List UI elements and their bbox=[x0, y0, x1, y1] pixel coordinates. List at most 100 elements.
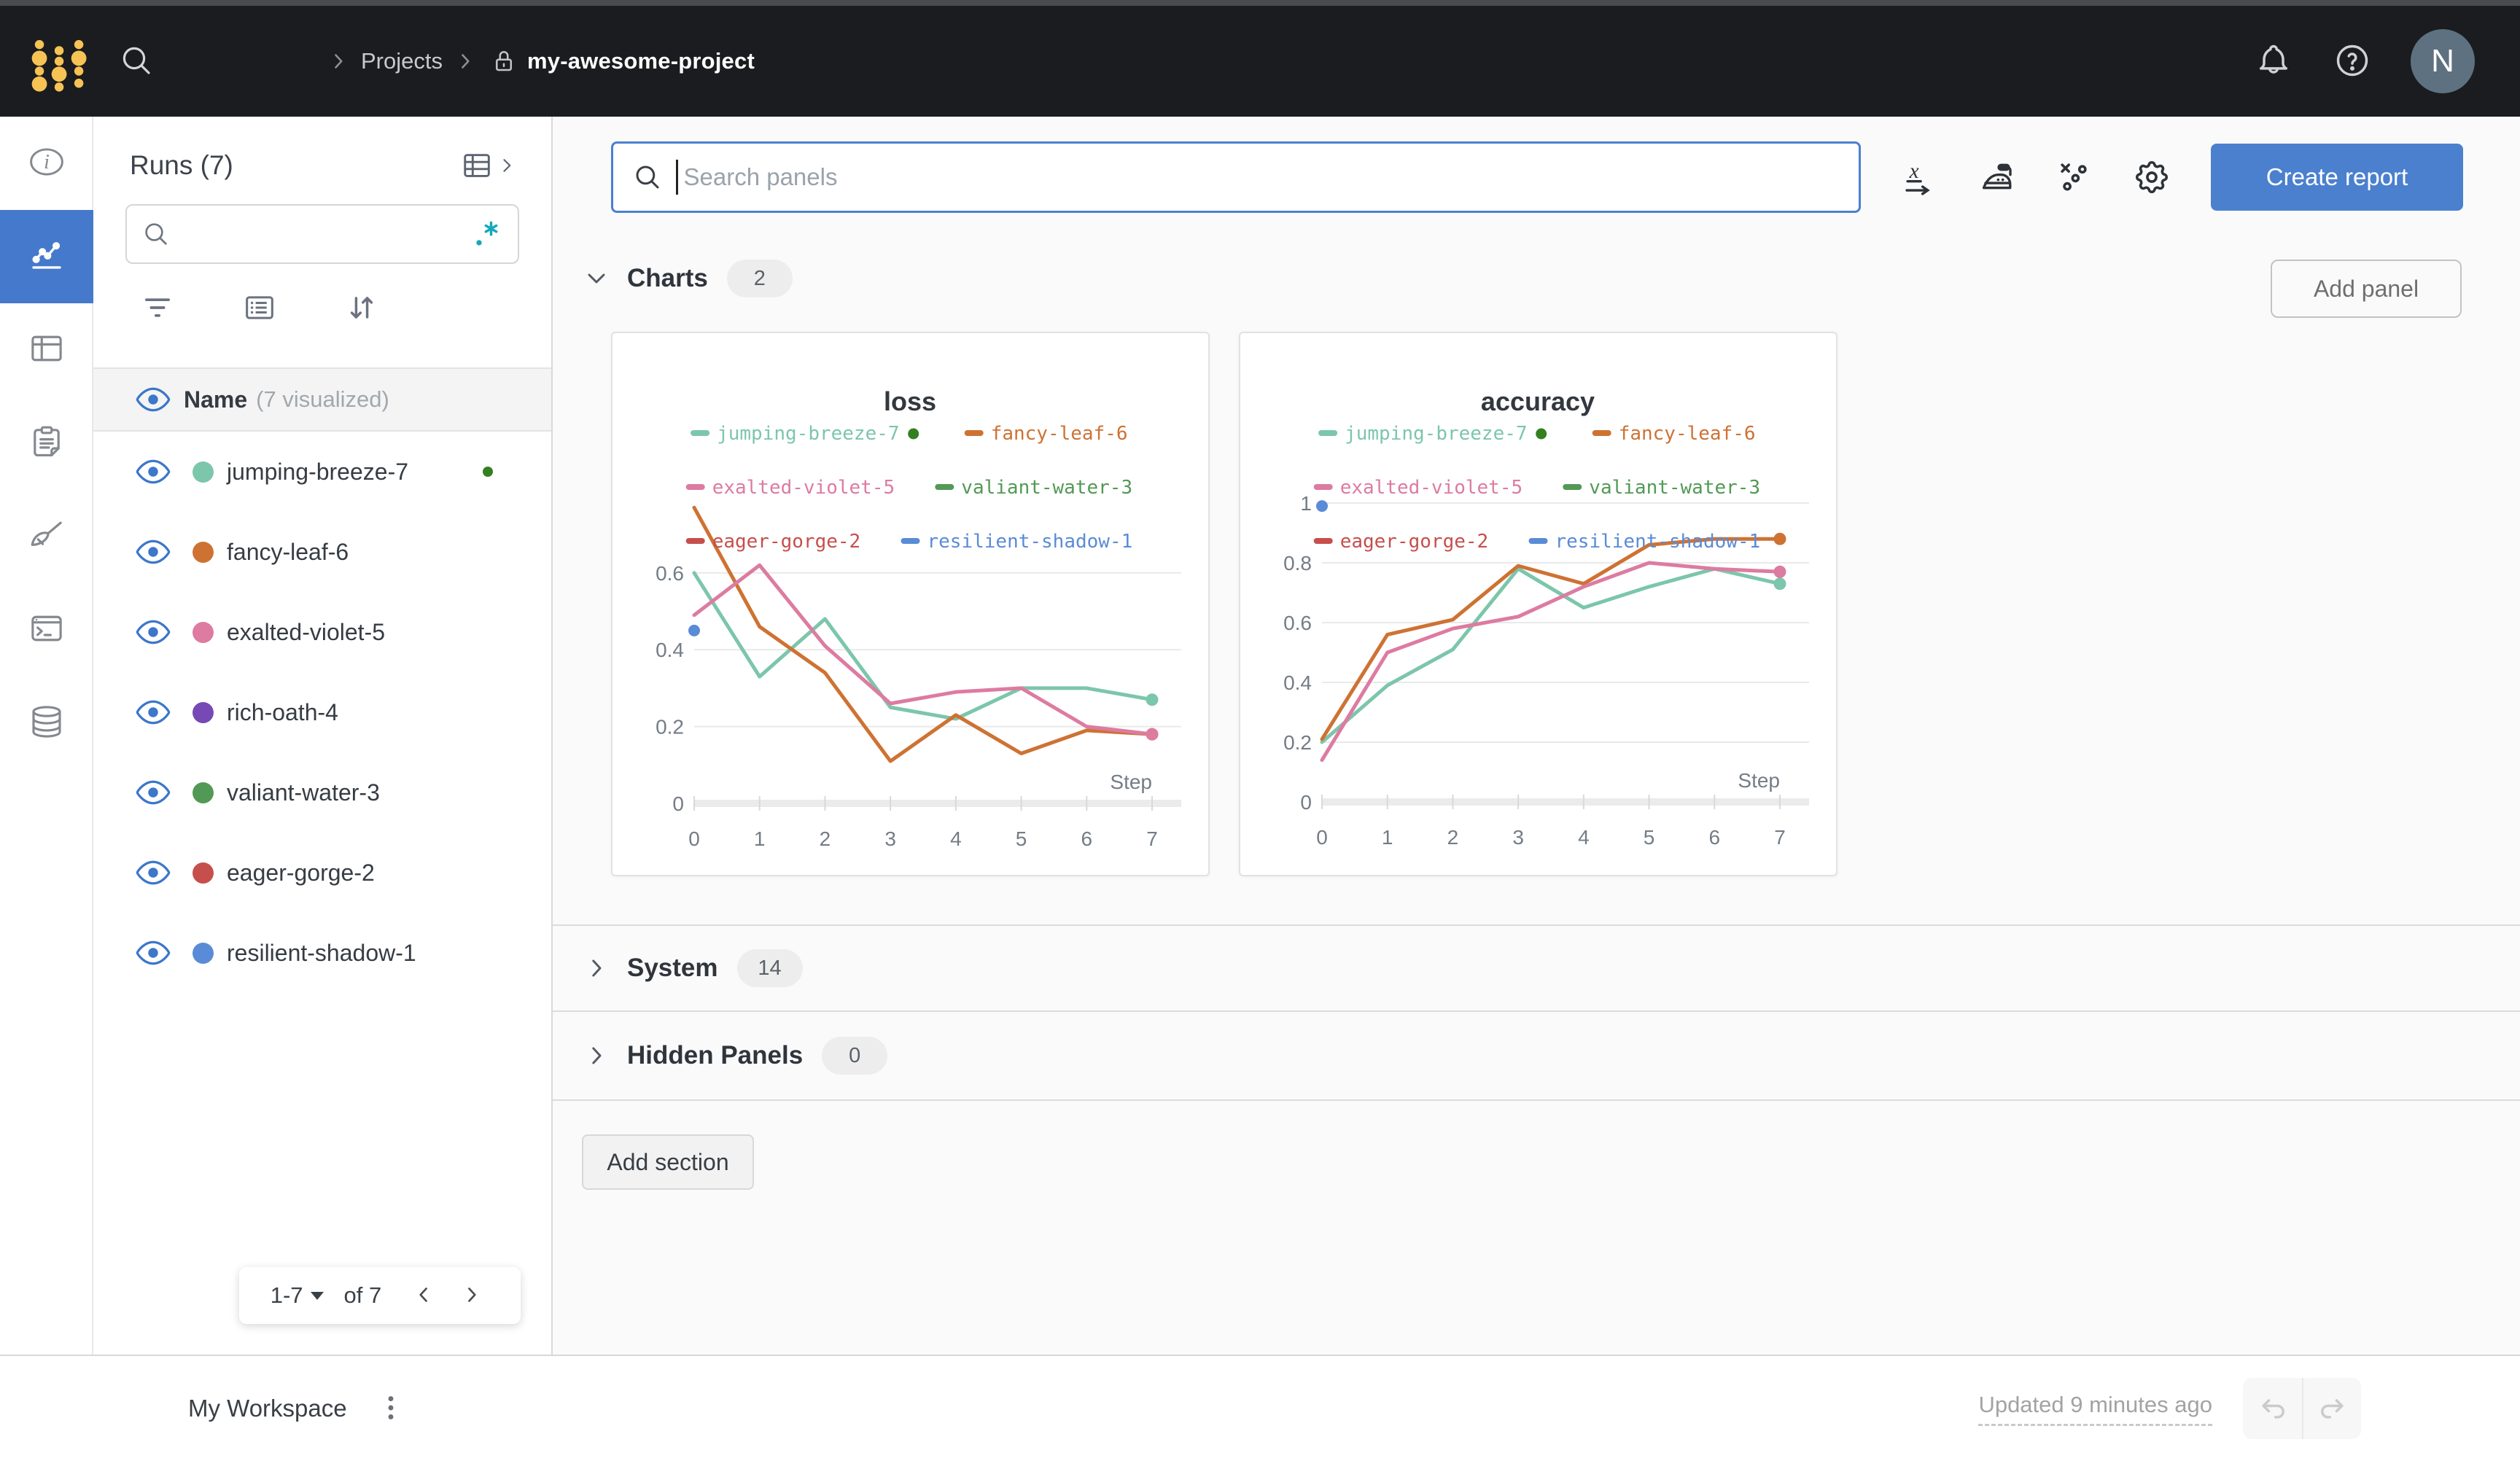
run-name[interactable]: fancy-leaf-6 bbox=[227, 538, 349, 565]
svg-text:6: 6 bbox=[1708, 826, 1720, 849]
run-row[interactable]: jumping-breeze-7 bbox=[93, 432, 551, 512]
visibility-eye-icon[interactable] bbox=[134, 453, 172, 491]
add-section-button[interactable]: Add section bbox=[582, 1134, 754, 1190]
wandb-logo[interactable] bbox=[18, 21, 98, 101]
svg-text:0.6: 0.6 bbox=[1283, 612, 1312, 634]
breadcrumb: Projects my-awesome-project bbox=[326, 48, 755, 74]
legend-item[interactable]: jumping-breeze-7 bbox=[1318, 423, 1547, 445]
section-header-charts[interactable]: Charts 2 bbox=[582, 260, 793, 297]
settings-gear-icon[interactable] bbox=[2132, 157, 2171, 197]
page-size-dropdown[interactable]: 1-7 bbox=[271, 1282, 324, 1309]
legend-item[interactable]: exalted-violet-5 bbox=[1313, 477, 1522, 499]
legend-item[interactable]: fancy-leaf-6 bbox=[1592, 423, 1756, 445]
lock-icon bbox=[491, 48, 517, 74]
runs-table-icon bbox=[27, 329, 66, 372]
workspace-menu-kebab-icon[interactable] bbox=[372, 1390, 410, 1427]
x-axis-icon[interactable]: x bbox=[1900, 157, 1940, 197]
sort-icon[interactable] bbox=[343, 289, 381, 327]
legend-item[interactable]: exalted-violet-5 bbox=[685, 477, 895, 499]
svg-text:exalted-violet-5: exalted-violet-5 bbox=[1340, 477, 1522, 499]
svg-text:2: 2 bbox=[1447, 826, 1459, 849]
run-name[interactable]: eager-gorge-2 bbox=[227, 859, 375, 886]
outliers-icon[interactable] bbox=[2055, 157, 2094, 197]
run-row[interactable]: rich-oath-4 bbox=[93, 672, 551, 752]
svg-text:0.4: 0.4 bbox=[656, 639, 684, 661]
section-header-hidden-panels[interactable]: Hidden Panels 0 bbox=[582, 1037, 888, 1075]
svg-text:eager-gorge-2: eager-gorge-2 bbox=[712, 531, 860, 553]
svg-text:valiant-water-3: valiant-water-3 bbox=[961, 477, 1132, 499]
svg-text:resilient-shadow-1: resilient-shadow-1 bbox=[928, 531, 1133, 553]
notifications-bell-icon[interactable] bbox=[2253, 41, 2294, 82]
legend-item[interactable]: resilient-shadow-1 bbox=[1528, 531, 1761, 553]
panel-loss[interactable]: 0 0.2 0.4 0.6 0 1 2 3 4 5 6 7 Step loss jumping-breeze… bbox=[611, 332, 1210, 876]
visibility-eye-icon[interactable] bbox=[134, 693, 172, 731]
run-color-dot bbox=[192, 461, 214, 483]
user-avatar[interactable]: N bbox=[2411, 29, 2475, 93]
group-list-icon[interactable] bbox=[241, 289, 279, 327]
visibility-eye-icon[interactable] bbox=[134, 934, 172, 972]
rail-item-logs[interactable] bbox=[0, 583, 93, 677]
rail-item-overview[interactable]: i bbox=[0, 117, 93, 210]
redo-button[interactable] bbox=[2302, 1378, 2361, 1439]
run-name[interactable]: jumping-breeze-7 bbox=[227, 458, 409, 485]
visibility-eye-icon[interactable] bbox=[134, 381, 172, 418]
run-row[interactable]: eager-gorge-2 bbox=[93, 833, 551, 913]
visibility-eye-icon[interactable] bbox=[134, 854, 172, 892]
create-report-button[interactable]: Create report bbox=[2211, 144, 2463, 211]
run-row[interactable]: exalted-violet-5 bbox=[93, 592, 551, 672]
undo-button[interactable] bbox=[2243, 1378, 2302, 1439]
run-color-dot bbox=[192, 782, 214, 803]
run-name[interactable]: rich-oath-4 bbox=[227, 698, 338, 725]
rail-item-runs-table[interactable] bbox=[0, 303, 93, 397]
svg-text:0: 0 bbox=[1316, 826, 1328, 849]
run-name[interactable]: exalted-violet-5 bbox=[227, 618, 385, 645]
page-total-label: of 7 bbox=[343, 1282, 382, 1308]
svg-text:fancy-leaf-6: fancy-leaf-6 bbox=[991, 423, 1128, 445]
legend-item[interactable]: valiant-water-3 bbox=[935, 477, 1132, 499]
rail-item-sweeps[interactable] bbox=[0, 490, 93, 583]
legend-item[interactable]: eager-gorge-2 bbox=[685, 531, 860, 553]
panel-accuracy[interactable]: 0 0.2 0.4 0.6 0.8 1 0 1 2 3 4 5 6 7 Step accuracy jumpin… bbox=[1239, 332, 1838, 876]
accuracy-chart-svg: 0 0.2 0.4 0.6 0.8 1 0 1 2 3 4 5 6 7 Step accuracy jumpin… bbox=[1283, 386, 1809, 849]
run-row[interactable]: fancy-leaf-6 bbox=[93, 512, 551, 592]
panel-search-input[interactable] bbox=[682, 163, 1840, 192]
workspace-settings-icons: x bbox=[1900, 157, 2171, 197]
visibility-eye-icon[interactable] bbox=[134, 533, 172, 571]
loss-chart-svg: 0 0.2 0.4 0.6 0 1 2 3 4 5 6 7 Step loss jumping-breeze… bbox=[656, 386, 1181, 850]
visibility-eye-icon[interactable] bbox=[134, 613, 172, 651]
run-color-dot bbox=[192, 541, 214, 563]
prev-page-button[interactable] bbox=[406, 1278, 441, 1313]
next-page-button[interactable] bbox=[454, 1278, 489, 1313]
panels-toolbar: x bbox=[611, 141, 2463, 213]
rail-item-workspace[interactable] bbox=[0, 210, 93, 303]
run-running-indicator bbox=[1536, 428, 1547, 440]
breadcrumb-projects[interactable]: Projects bbox=[361, 48, 443, 74]
visibility-eye-icon[interactable] bbox=[134, 774, 172, 811]
panel-search-box bbox=[611, 141, 1861, 213]
run-name[interactable]: resilient-shadow-1 bbox=[227, 939, 416, 966]
chevron-right-icon bbox=[582, 954, 611, 983]
run-row[interactable]: valiant-water-3 bbox=[93, 752, 551, 833]
charts-panels-row: 0 0.2 0.4 0.6 0 1 2 3 4 5 6 7 Step loss jumping-breeze… bbox=[611, 332, 1838, 876]
legend-item[interactable]: eager-gorge-2 bbox=[1313, 531, 1489, 553]
run-name[interactable]: valiant-water-3 bbox=[227, 779, 380, 806]
legend-item[interactable]: valiant-water-3 bbox=[1563, 477, 1760, 499]
legend-item[interactable]: fancy-leaf-6 bbox=[964, 423, 1128, 445]
expand-runs-table-button[interactable] bbox=[461, 149, 519, 182]
regex-toggle-icon[interactable] bbox=[471, 218, 503, 250]
global-search-icon[interactable] bbox=[111, 36, 162, 87]
section-header-system[interactable]: System 14 bbox=[582, 949, 803, 987]
info-icon: i bbox=[27, 142, 66, 185]
rail-item-reports[interactable] bbox=[0, 397, 93, 490]
section-divider bbox=[553, 924, 2520, 926]
run-row[interactable]: resilient-shadow-1 bbox=[93, 913, 551, 993]
rail-item-artifacts[interactable] bbox=[0, 677, 93, 770]
help-icon[interactable] bbox=[2332, 41, 2373, 82]
runs-search-input[interactable] bbox=[171, 221, 471, 247]
legend-item[interactable]: resilient-shadow-1 bbox=[901, 531, 1133, 553]
filter-icon[interactable] bbox=[139, 289, 176, 327]
legend-item[interactable]: jumping-breeze-7 bbox=[691, 423, 919, 445]
add-panel-button[interactable]: Add panel bbox=[2271, 260, 2462, 318]
smoothing-iron-icon[interactable] bbox=[1978, 157, 2017, 197]
